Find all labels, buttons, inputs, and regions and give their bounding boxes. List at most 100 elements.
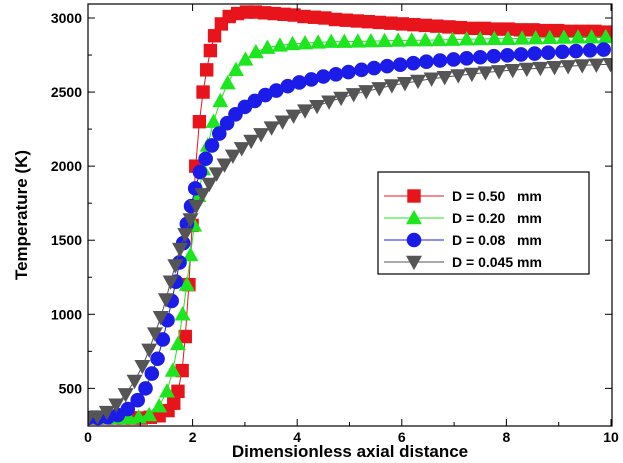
data-point xyxy=(418,18,433,33)
legend-label: D = 0.50 mm xyxy=(452,188,542,204)
data-point xyxy=(150,351,165,367)
data-point xyxy=(271,37,288,52)
data-point xyxy=(417,32,434,47)
data-point xyxy=(463,67,480,83)
data-point xyxy=(527,29,544,45)
data-point xyxy=(555,29,572,44)
y-tick-label: 3000 xyxy=(51,10,82,26)
data-point xyxy=(407,17,421,32)
data-point xyxy=(489,22,504,36)
legend-label: D = 0.08 mm xyxy=(452,232,542,248)
data-point xyxy=(574,59,591,74)
data-point xyxy=(204,138,220,153)
data-point xyxy=(178,276,195,291)
data-point xyxy=(588,58,605,73)
data-point xyxy=(134,359,151,375)
data-point xyxy=(371,82,388,97)
data-point xyxy=(513,47,529,62)
x-tick-label: 8 xyxy=(503,429,511,445)
legend-marker xyxy=(406,255,422,271)
data-point xyxy=(141,343,158,359)
data-point xyxy=(349,33,366,48)
legend-item: D = 0.08 mm xyxy=(384,232,542,248)
data-point xyxy=(541,29,558,45)
data-point xyxy=(379,58,395,74)
y-tick-label: 2000 xyxy=(51,158,82,174)
x-tick-label: 10 xyxy=(603,429,619,445)
y-axis-label: Temperature (K) xyxy=(12,150,31,280)
data-point xyxy=(527,46,542,61)
data-point xyxy=(151,397,168,413)
data-point xyxy=(453,20,468,35)
legend-marker xyxy=(406,209,422,225)
data-point xyxy=(321,95,338,110)
data-point xyxy=(430,31,447,47)
data-point xyxy=(465,21,480,36)
legend-label: D = 0.045 mm xyxy=(452,254,542,270)
data-point xyxy=(546,60,563,76)
data-point xyxy=(167,396,181,410)
data-point xyxy=(120,409,137,425)
data-point xyxy=(358,85,375,100)
y-tick-label: 2500 xyxy=(51,84,82,100)
data-point xyxy=(384,16,398,30)
data-point xyxy=(419,54,434,70)
data-point xyxy=(602,58,612,73)
data-point xyxy=(376,32,393,48)
data-point xyxy=(259,39,276,54)
data-point xyxy=(459,50,474,66)
data-point xyxy=(582,42,598,58)
data-point xyxy=(263,121,280,136)
data-point xyxy=(167,259,184,274)
y-tick-label: 1500 xyxy=(51,232,82,248)
y-tick-label: 500 xyxy=(59,380,83,396)
data-point xyxy=(333,91,350,107)
data-point xyxy=(172,242,189,258)
data-point xyxy=(514,30,531,45)
data-point xyxy=(284,35,301,51)
data-point xyxy=(198,151,213,167)
data-point xyxy=(126,374,143,390)
legend: D = 0.50 mm D = 0.20 mm D = 0.08 mm D = 0.0… xyxy=(377,171,590,275)
data-point xyxy=(297,104,314,119)
data-point xyxy=(146,327,163,342)
data-point xyxy=(162,275,179,290)
data-point xyxy=(182,246,199,262)
data-point xyxy=(423,72,440,87)
data-point xyxy=(532,61,549,77)
data-point xyxy=(366,60,382,76)
y-tick-label: 1000 xyxy=(51,306,82,322)
data-point xyxy=(211,126,227,141)
data-point xyxy=(383,79,400,94)
legend-item: D = 0.50 mm xyxy=(384,188,542,204)
data-point xyxy=(208,167,225,182)
series-3 xyxy=(88,42,611,426)
data-point xyxy=(392,57,408,72)
data-point xyxy=(472,30,489,46)
data-point xyxy=(410,74,426,90)
data-point xyxy=(207,29,222,43)
data-point xyxy=(395,17,410,31)
data-point xyxy=(274,115,291,130)
data-point xyxy=(169,335,186,351)
data-point xyxy=(518,62,535,78)
data-point xyxy=(442,20,456,34)
data-point xyxy=(120,401,136,417)
legend-label: D = 0.20 mm xyxy=(452,210,542,226)
axes-layer: 0 2 4 6 8 10 500 1000 1500 2000 2500 3000 xyxy=(51,4,619,445)
data-point xyxy=(174,306,191,321)
x-tick-label: 2 xyxy=(189,429,197,445)
data-point xyxy=(158,383,175,398)
data-point xyxy=(450,69,467,84)
legend-item: D = 0.045 mm xyxy=(384,254,542,271)
data-point xyxy=(403,32,420,47)
data-point xyxy=(486,48,502,64)
data-point xyxy=(237,51,254,66)
data-point xyxy=(200,63,214,77)
data-point xyxy=(216,158,233,173)
data-point xyxy=(309,99,326,115)
data-point xyxy=(144,366,160,381)
data-point xyxy=(436,71,453,86)
data-point xyxy=(323,33,340,48)
data-point xyxy=(212,92,229,108)
